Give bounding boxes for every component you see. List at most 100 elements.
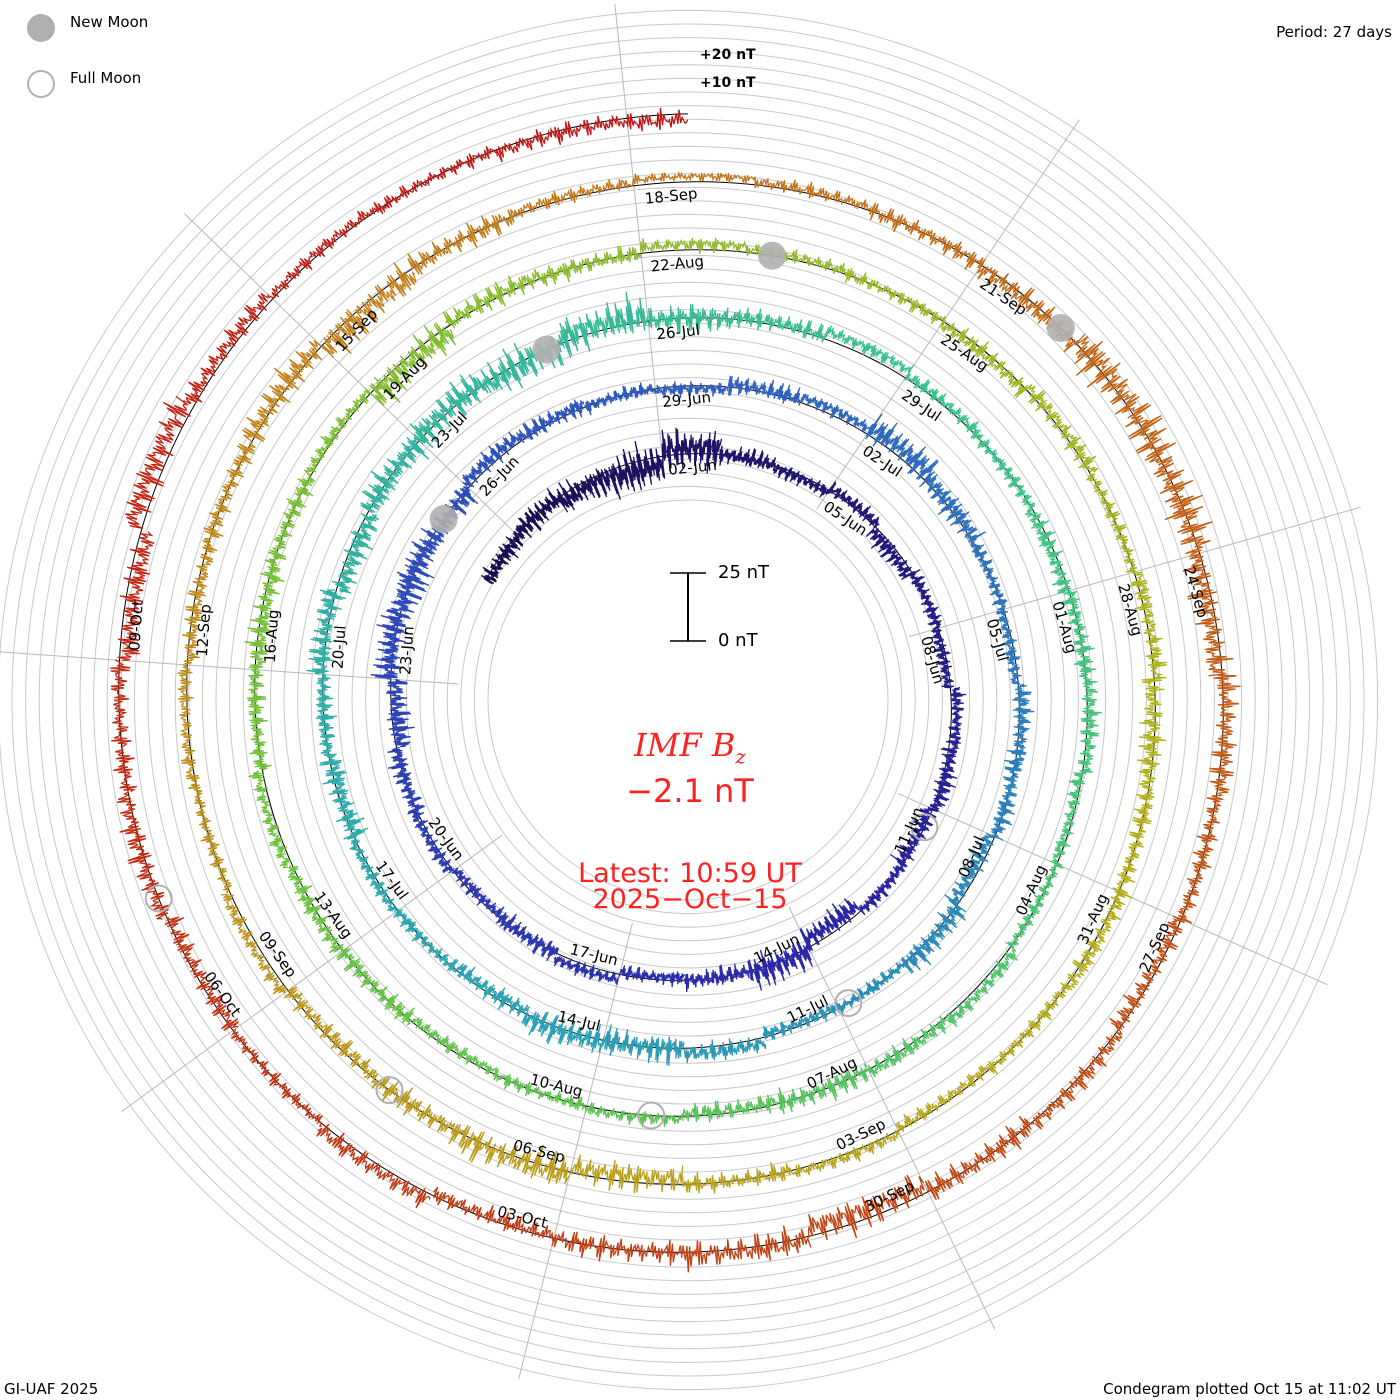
bz-trace-day [517,399,584,444]
bz-trace-day [684,963,750,993]
grid-circle [229,241,1147,1159]
bz-trace-day [125,395,191,530]
grid-circle [106,118,1270,1282]
bz-trace-day [608,440,666,500]
bz-trace-day [516,178,634,218]
grid-circle [337,349,1039,1051]
date-label: 26-Jul [656,321,701,343]
bz-trace-day [930,628,955,689]
bz-trace-day [492,1068,587,1111]
bz-trace-day [1074,333,1167,441]
date-label: 26-Jun [476,452,523,500]
bz-trace-day [627,107,689,132]
new-moon-marker [429,505,458,534]
bz-trace-day [360,435,430,514]
grid-circle [25,37,1351,1363]
bz-trace-day [1006,683,1035,764]
footer-credit: GI-UAF 2025 [4,1380,99,1398]
bz-trace-day [306,589,347,675]
grid-circle [38,50,1338,1350]
bz-trace-day [411,811,455,874]
bz-trace-day [968,538,1008,611]
bz-trace-day [632,170,756,185]
bz-trace-day [727,375,801,406]
date-label: 17-Jul [372,857,412,903]
bz-trace-day [945,686,967,751]
bz-trace-day [824,325,915,373]
latest-date: 2025−Oct−15 [592,884,788,915]
bz-trace-day [303,388,370,476]
bz-trace-day [442,269,541,329]
scale-bar [670,572,706,642]
date-labels: 02-Jun05-Jun08-Jun11-Jun14-Jun17-Jun20-J… [125,184,1212,1232]
bz-trace-day [682,1094,780,1123]
new-moon-marker [1046,313,1075,342]
grid-circle [52,64,1324,1336]
new-moon-key-icon [27,14,55,42]
bz-trace-day [1206,674,1241,801]
bz-trace-day [924,1115,1035,1201]
bz-trace-day [1032,1025,1123,1130]
grid-circle [133,145,1243,1255]
bz-trace-day [116,791,170,920]
latest-time: Latest: 10:59 UT [578,858,802,889]
radial-grid-line [121,834,503,1112]
bz-trace-day [1182,553,1234,677]
bz-trace-day [867,1014,952,1078]
bz-trace-day [481,532,524,585]
grid-circle [161,173,1215,1227]
bz-trace-day [387,746,425,815]
grid-circle [120,132,1256,1268]
offset-label-20: +20 nT [700,47,756,63]
bz-trace-day [865,413,939,486]
grid-circle [487,499,889,901]
date-label: 23-Jun [396,625,417,675]
date-label: 09-Sep [255,928,301,981]
bz-trace-day [244,569,285,671]
bz-trace-day [336,947,415,1026]
grid-circle [215,227,1161,1173]
bz-trace-day [584,1102,684,1128]
bz-trace-day [799,898,860,952]
bz-trace-day [319,758,369,841]
grid-circle [0,10,1378,1390]
bz-traces [110,107,1241,1273]
bz-trace-day [938,320,1029,399]
bz-trace-day [777,1063,869,1115]
bz-trace-day [181,550,215,666]
bz-trace-day [366,322,457,406]
date-label: 05-Jun [820,497,871,539]
bz-trace-day [640,237,747,254]
bz-trace-day [331,513,379,594]
footer-plotted: Condegram plotted Oct 15 at 11:02 UT [1103,1380,1396,1398]
period-label: Period: 27 days [1276,23,1392,41]
bz-trace-day [869,203,986,271]
date-label: 12-Sep [193,604,215,658]
bz-trace-day [754,177,877,215]
bz-trace-day [900,899,967,974]
current-value: −2.1 nT [626,772,754,810]
bz-trace-day [458,1125,570,1184]
bz-trace-day [559,291,649,359]
bz-trace-day [990,759,1023,841]
bz-trace-day [736,307,828,343]
bz-trace-day [393,908,459,973]
bz-trace-day [909,568,942,630]
full-moon-legend-label: Full Moon [70,69,142,87]
bz-trace-day [462,431,522,488]
radial-grid-line [788,906,996,1330]
bz-trace-day [220,893,287,995]
bz-trace-day [316,1123,431,1209]
title-sub: z [735,744,746,769]
bz-trace-day [264,475,316,573]
bz-trace-day [929,747,958,812]
bz-trace-day [1136,677,1167,788]
offset-label-10: +10 nT [700,75,756,91]
bz-trace-day [248,770,292,869]
date-label: 06-Oct [200,968,245,1020]
radial-grid-line [816,119,1080,510]
bz-trace-day [246,669,272,771]
moon-markers [144,241,1075,1130]
full-moon-marker [834,989,863,1018]
